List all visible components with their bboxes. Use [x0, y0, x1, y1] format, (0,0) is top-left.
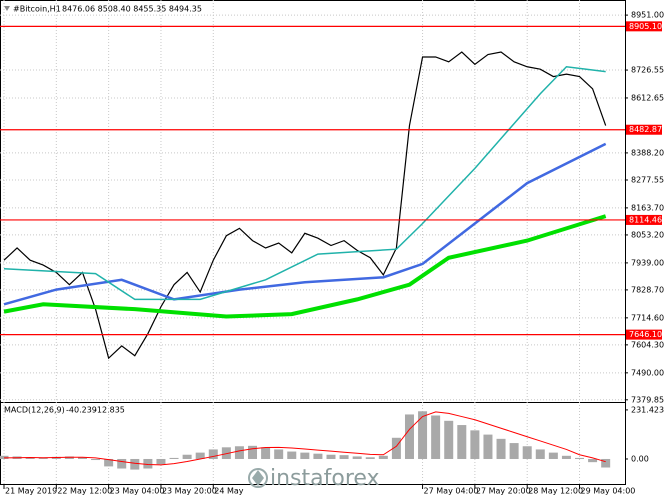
histogram-bar	[287, 451, 297, 459]
level-label: 8114.46	[629, 215, 662, 224]
y-tick-label: 8163.70	[631, 203, 664, 212]
y-tick-label: 7939.00	[631, 258, 664, 267]
histogram-bar	[261, 447, 271, 459]
histogram-bar	[77, 457, 87, 459]
y-tick-label: 7604.30	[631, 340, 664, 349]
y-tick-label: 8612.65	[631, 93, 664, 102]
series-line	[3, 51, 607, 360]
histogram-bar	[352, 456, 362, 459]
histogram-bar	[509, 443, 519, 459]
x-tick-label: 22 May 12:00	[57, 487, 112, 496]
y-tick-label: 7490.00	[631, 368, 664, 377]
symbol: #Bitcoin,H1	[13, 5, 61, 14]
histogram-bar	[25, 457, 35, 459]
histogram-bar	[38, 457, 48, 459]
x-tick-label: 24 May	[214, 487, 244, 496]
symbol-icon	[4, 6, 10, 11]
histogram-bar	[169, 457, 179, 459]
level-label-box	[626, 329, 662, 340]
y-tick-label: 231.423	[631, 405, 664, 414]
histogram-bar	[378, 455, 388, 459]
histogram-bar	[391, 437, 401, 459]
x-tick-label: 29 May 04:00	[581, 487, 636, 496]
watermark: instaforex	[270, 466, 380, 491]
y-tick-label: 8951.00	[631, 11, 664, 20]
x-tick-label: 27 May 04:00	[424, 487, 479, 496]
level-label-box	[626, 214, 662, 225]
x-tick-label: 23 May 04:00	[110, 487, 165, 496]
x-tick-label: 21 May 2019	[5, 487, 57, 496]
histogram-bar	[444, 420, 454, 459]
histogram-bar	[326, 454, 336, 459]
histogram-bar	[588, 458, 598, 463]
signal-value: -12.835	[94, 406, 125, 415]
ohlc: 8476.06 8508.40 8455.35 8494.35	[62, 5, 202, 14]
macd-title: MACD(12,26,9)	[4, 406, 65, 415]
histogram-bar	[496, 438, 506, 459]
series-line	[3, 65, 606, 301]
y-tick-label: 7714.60	[631, 313, 664, 322]
series-line	[3, 214, 607, 319]
histogram-bar	[234, 446, 244, 459]
histogram-bar	[431, 415, 441, 459]
level-label-box	[626, 21, 662, 32]
y-tick-label: 7828.70	[631, 285, 664, 294]
histogram-bar	[208, 449, 218, 459]
histogram-bar	[91, 458, 101, 461]
histogram-bar	[404, 414, 414, 459]
y-tick-label: 7379.85	[631, 395, 664, 404]
level-label-box	[626, 124, 662, 135]
level-label: 7646.10	[629, 330, 662, 339]
y-tick-label: 8726.55	[631, 66, 664, 75]
level-label: 8482.87	[629, 125, 662, 134]
histogram-bar	[117, 458, 127, 469]
histogram-bar	[182, 454, 192, 459]
series-line	[3, 142, 607, 306]
histogram-bar	[0, 455, 9, 459]
histogram-bar	[418, 411, 428, 459]
histogram-bar	[365, 457, 375, 459]
y-tick-label: 0.00	[631, 454, 649, 463]
watermark-logo	[248, 468, 268, 488]
y-tick-label: 8277.55	[631, 176, 664, 185]
histogram-bar	[483, 434, 493, 459]
level-label: 8905.10	[629, 22, 662, 31]
histogram-bar	[575, 457, 585, 459]
histogram-bar	[248, 445, 258, 459]
histogram-bar	[470, 430, 480, 459]
histogram-bar	[339, 455, 349, 459]
histogram-bar	[313, 453, 323, 459]
y-tick-label: 8053.20	[631, 230, 664, 239]
histogram-bar	[535, 449, 545, 459]
histogram-bar	[195, 452, 205, 459]
histogram-bar	[143, 458, 153, 469]
frame	[0, 0, 626, 485]
y-tick-label: 8388.20	[631, 148, 664, 157]
histogram-bar	[274, 449, 284, 459]
histogram-bar	[300, 452, 310, 459]
signal-line	[3, 411, 606, 466]
x-tick-label: 23 May 20:00	[162, 487, 217, 496]
macd-value: -40.239	[66, 406, 97, 415]
histogram-bar	[130, 458, 140, 470]
histogram-bar	[104, 458, 114, 467]
histogram-bar	[156, 458, 166, 465]
histogram-bar	[548, 452, 558, 459]
x-tick-label: 28 May 12:00	[528, 487, 583, 496]
x-tick-label: 27 May 20:00	[476, 487, 531, 496]
histogram-bar	[522, 446, 532, 459]
histogram-bar	[561, 455, 571, 459]
histogram-bar	[601, 458, 611, 468]
histogram-bar	[457, 425, 467, 459]
histogram-bar	[221, 447, 231, 459]
